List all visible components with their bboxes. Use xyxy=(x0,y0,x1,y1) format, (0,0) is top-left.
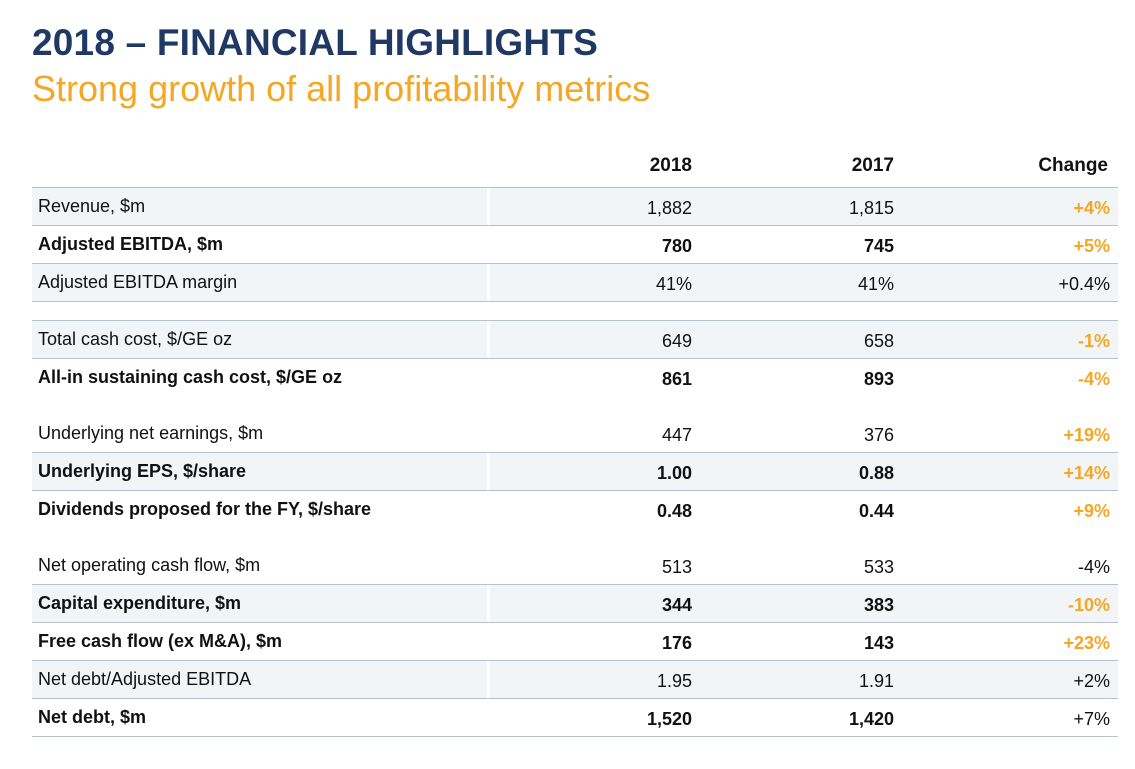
row-label: Underlying net earnings, $m xyxy=(38,423,264,443)
value-2018: 513 xyxy=(661,557,692,577)
value-2018: 1.00 xyxy=(656,463,692,483)
table-header: 2018 2017 Change xyxy=(32,145,1118,188)
row-label: Capital expenditure, $m xyxy=(38,593,242,613)
table-row: Underlying net earnings, $m 447 376 +19% xyxy=(32,415,1118,453)
value-2018: 1,882 xyxy=(646,198,692,218)
table-row: All-in sustaining cash cost, $/GE oz 861… xyxy=(32,359,1118,397)
row-label: Net debt, $m xyxy=(38,707,147,727)
row-label: Net debt/Adjusted EBITDA xyxy=(38,669,252,689)
value-change: +19% xyxy=(1063,425,1110,445)
value-change: +2% xyxy=(1073,671,1110,691)
row-label: Free cash flow (ex M&A), $m xyxy=(38,631,283,651)
value-change: -10% xyxy=(1067,595,1110,615)
table-row: Net debt, $m 1,520 1,420 +7% xyxy=(32,699,1118,737)
value-change: +23% xyxy=(1063,633,1110,653)
value-2018: 344 xyxy=(661,595,692,615)
value-2017: 893 xyxy=(863,369,894,389)
value-2017: 1.91 xyxy=(858,671,894,691)
column-header-change: Change xyxy=(1038,155,1108,176)
page-title: 2018 – FINANCIAL HIGHLIGHTS xyxy=(32,22,598,63)
value-change: -4% xyxy=(1077,557,1110,577)
value-2017: 143 xyxy=(863,633,894,653)
table-row: Revenue, $m 1,882 1,815 +4% xyxy=(32,188,1118,226)
value-2017: 1,420 xyxy=(848,709,894,729)
row-label: Adjusted EBITDA, $m xyxy=(38,234,224,254)
table-row: Adjusted EBITDA, $m 780 745 +5% xyxy=(32,226,1118,264)
value-2017: 383 xyxy=(863,595,894,615)
value-2018: 1.95 xyxy=(656,671,692,691)
value-2017: 376 xyxy=(863,425,894,445)
value-2018: 861 xyxy=(661,369,692,389)
value-2018: 780 xyxy=(661,236,692,256)
row-label: Adjusted EBITDA margin xyxy=(38,272,238,292)
value-2017: 745 xyxy=(863,236,894,256)
table-row: Capital expenditure, $m 344 383 -10% xyxy=(32,585,1118,623)
value-change: +0.4% xyxy=(1058,274,1110,294)
value-2017: 1,815 xyxy=(848,198,894,218)
page-subtitle: Strong growth of all profitability metri… xyxy=(32,68,651,109)
value-change: +14% xyxy=(1063,463,1110,483)
value-change: +9% xyxy=(1073,501,1110,521)
financial-table: 2018 2017 Change Revenue, $m 1,882 1,815… xyxy=(32,145,1118,737)
table-row: Net debt/Adjusted EBITDA 1.95 1.91 +2% xyxy=(32,661,1118,699)
value-change: +5% xyxy=(1073,236,1110,256)
row-label: Revenue, $m xyxy=(38,196,146,216)
value-2018: 176 xyxy=(661,633,692,653)
value-2018: 447 xyxy=(661,425,692,445)
row-label: Total cash cost, $/GE oz xyxy=(38,329,233,349)
value-2017: 658 xyxy=(863,331,894,351)
table-row: Net operating cash flow, $m 513 533 -4% xyxy=(32,547,1118,585)
value-2018: 41% xyxy=(655,274,692,294)
row-label: Underlying EPS, $/share xyxy=(38,461,247,481)
value-2017: 0.44 xyxy=(858,501,894,521)
value-2017: 533 xyxy=(863,557,894,577)
value-2018: 0.48 xyxy=(656,501,692,521)
column-header-2018: 2018 xyxy=(649,155,692,176)
table-row: Total cash cost, $/GE oz 649 658 -1% xyxy=(32,320,1118,359)
value-change: -4% xyxy=(1077,369,1110,389)
value-2018: 649 xyxy=(661,331,692,351)
value-change: -1% xyxy=(1077,331,1110,351)
value-2018: 1,520 xyxy=(646,709,692,729)
table-row: Adjusted EBITDA margin 41% 41% +0.4% xyxy=(32,264,1118,302)
table-row: Underlying EPS, $/share 1.00 0.88 +14% xyxy=(32,453,1118,491)
value-2017: 0.88 xyxy=(858,463,894,483)
value-change: +4% xyxy=(1073,198,1110,218)
table-row: Dividends proposed for the FY, $/share 0… xyxy=(32,491,1118,529)
row-label: All-in sustaining cash cost, $/GE oz xyxy=(38,367,343,387)
row-label: Dividends proposed for the FY, $/share xyxy=(38,499,372,519)
value-change: +7% xyxy=(1073,709,1110,729)
table-row: Free cash flow (ex M&A), $m 176 143 +23% xyxy=(32,623,1118,661)
row-label: Net operating cash flow, $m xyxy=(38,555,261,575)
column-header-2017: 2017 xyxy=(851,155,894,176)
value-2017: 41% xyxy=(857,274,894,294)
